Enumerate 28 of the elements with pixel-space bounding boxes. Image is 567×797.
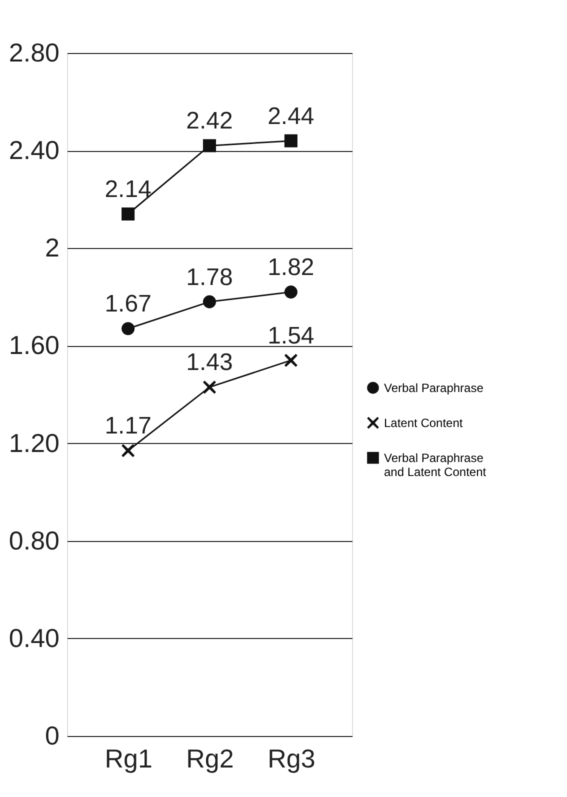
point bbox=[122, 322, 135, 336]
data-label: 1.43 bbox=[186, 349, 233, 376]
data-label: 2.42 bbox=[186, 108, 233, 135]
point bbox=[122, 207, 135, 221]
x-tick-label: Rg1 bbox=[104, 744, 152, 774]
y-tick-label: 0 bbox=[45, 720, 60, 750]
y-tick-label: 0.40 bbox=[8, 622, 60, 653]
data-label: 2.14 bbox=[104, 176, 152, 203]
data-label: 1.78 bbox=[186, 264, 233, 291]
legend-label: Verbal Paraphrase and Latent Content bbox=[384, 450, 487, 479]
legend-label: Latent Content bbox=[384, 416, 464, 430]
y-tick-label: 2.80 bbox=[8, 38, 60, 68]
y-tick-label: 0.80 bbox=[8, 525, 60, 556]
data-label: 1.54 bbox=[268, 322, 314, 350]
data-label: 2.44 bbox=[268, 102, 314, 130]
y-tick-label: 1.60 bbox=[8, 330, 60, 360]
data-label: 1.17 bbox=[104, 412, 152, 440]
data-label: 1.67 bbox=[104, 290, 152, 318]
legend-label: Verbal Paraphrase bbox=[384, 380, 484, 395]
point bbox=[284, 286, 298, 299]
point bbox=[284, 354, 298, 367]
y-tick-label: 2.40 bbox=[8, 135, 60, 166]
data-label: 1.82 bbox=[268, 254, 314, 282]
y-tick-label: 2 bbox=[45, 232, 60, 263]
point bbox=[284, 134, 298, 148]
x-tick-label: Rg2 bbox=[186, 744, 234, 774]
x-tick-label: Rg3 bbox=[268, 744, 316, 774]
y-tick-label: 1.20 bbox=[8, 428, 60, 458]
